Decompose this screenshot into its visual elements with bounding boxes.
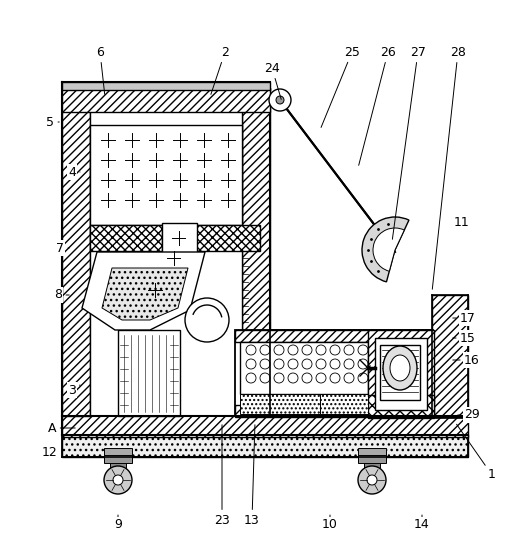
Ellipse shape (390, 355, 410, 381)
Bar (62, 82, 270, 90)
Text: 7: 7 (56, 241, 69, 255)
Circle shape (367, 475, 377, 485)
Text: 25: 25 (321, 46, 360, 127)
Text: 29: 29 (458, 409, 480, 421)
Bar (62, 435, 468, 457)
Text: 3: 3 (68, 384, 80, 396)
Bar (104, 448, 132, 462)
Bar (432, 295, 468, 417)
Polygon shape (82, 252, 205, 330)
Text: 2: 2 (211, 46, 229, 95)
Text: 12: 12 (42, 445, 62, 459)
Bar (195, 225, 260, 251)
Circle shape (276, 96, 284, 104)
Bar (90, 225, 162, 251)
Text: 14: 14 (414, 515, 430, 532)
Bar (358, 455, 386, 463)
Bar (235, 405, 433, 417)
Text: 13: 13 (244, 425, 260, 527)
Text: 15: 15 (453, 331, 476, 345)
Bar (62, 88, 90, 416)
Text: 6: 6 (96, 46, 105, 95)
Text: 23: 23 (214, 425, 230, 527)
Bar (364, 460, 380, 468)
Text: 1: 1 (456, 424, 496, 481)
Text: 8: 8 (54, 289, 69, 301)
Bar (240, 342, 368, 394)
Bar (320, 394, 368, 414)
Text: 24: 24 (264, 62, 281, 100)
Text: 11: 11 (454, 216, 470, 229)
Bar (235, 330, 433, 416)
Ellipse shape (383, 346, 417, 390)
Circle shape (113, 475, 123, 485)
Bar (368, 395, 434, 417)
Text: 26: 26 (358, 46, 396, 165)
Circle shape (358, 466, 386, 494)
Bar (62, 88, 270, 112)
Wedge shape (362, 217, 409, 282)
Circle shape (185, 298, 229, 342)
Text: 4: 4 (68, 166, 80, 178)
Text: 5: 5 (46, 116, 59, 128)
Bar (110, 460, 126, 468)
Text: 10: 10 (322, 515, 338, 532)
Text: 9: 9 (114, 515, 122, 532)
Text: A: A (48, 421, 75, 434)
Text: 28: 28 (433, 46, 466, 289)
Text: 17: 17 (453, 311, 476, 325)
Bar (240, 394, 320, 414)
Bar (235, 330, 433, 342)
Bar (62, 415, 468, 437)
Bar (104, 455, 132, 463)
Circle shape (104, 466, 132, 494)
Bar (375, 338, 427, 410)
Text: 27: 27 (392, 46, 426, 239)
Polygon shape (102, 268, 188, 320)
Bar (358, 448, 386, 462)
Circle shape (269, 89, 291, 111)
Bar (162, 223, 197, 253)
Bar (380, 345, 420, 400)
Bar (368, 330, 434, 418)
Bar (90, 125, 242, 225)
Bar (62, 435, 468, 457)
Bar (242, 88, 270, 416)
Bar (118, 330, 180, 416)
Wedge shape (373, 228, 404, 271)
Bar (90, 88, 242, 416)
Text: 16: 16 (453, 354, 480, 366)
